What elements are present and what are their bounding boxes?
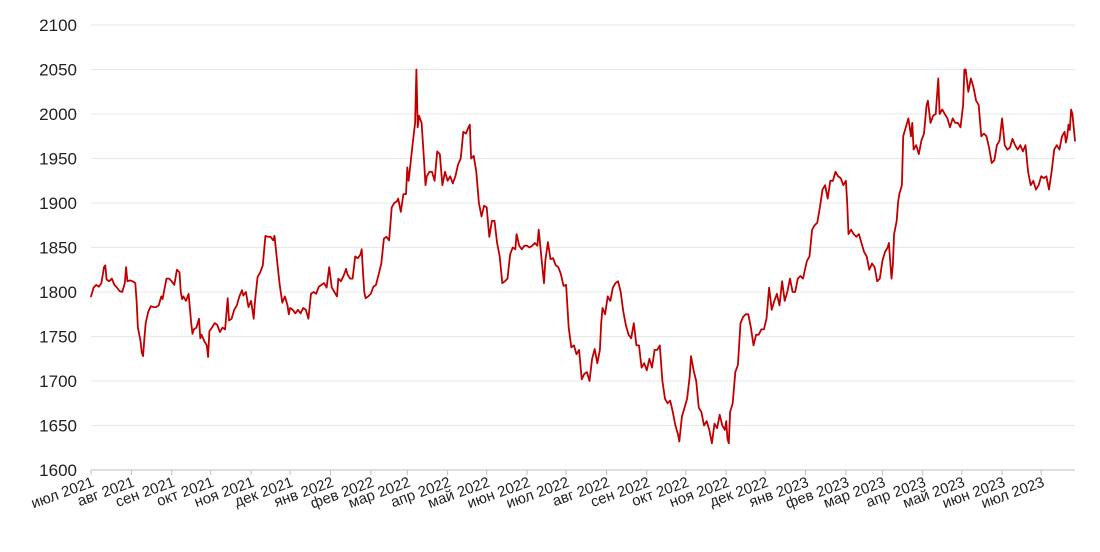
y-tick-label: 1650 [39,417,77,436]
y-tick-label: 1800 [39,283,77,302]
y-tick-label: 1950 [39,150,77,169]
y-tick-label: 2100 [39,16,77,35]
series-line [90,68,1076,445]
y-tick-label: 1600 [39,461,77,480]
y-tick-label: 1750 [39,328,77,347]
y-tick-label: 2000 [39,105,77,124]
y-tick-label: 2050 [39,61,77,80]
y-tick-label: 1700 [39,372,77,391]
y-tick-label: 1850 [39,239,77,258]
gridlines [91,24,1075,426]
y-tick-label: 1900 [39,194,77,213]
y-axis: 1600 1650 1700 1750 1800 1850 1900 1950 2000 2050… [39,16,77,480]
